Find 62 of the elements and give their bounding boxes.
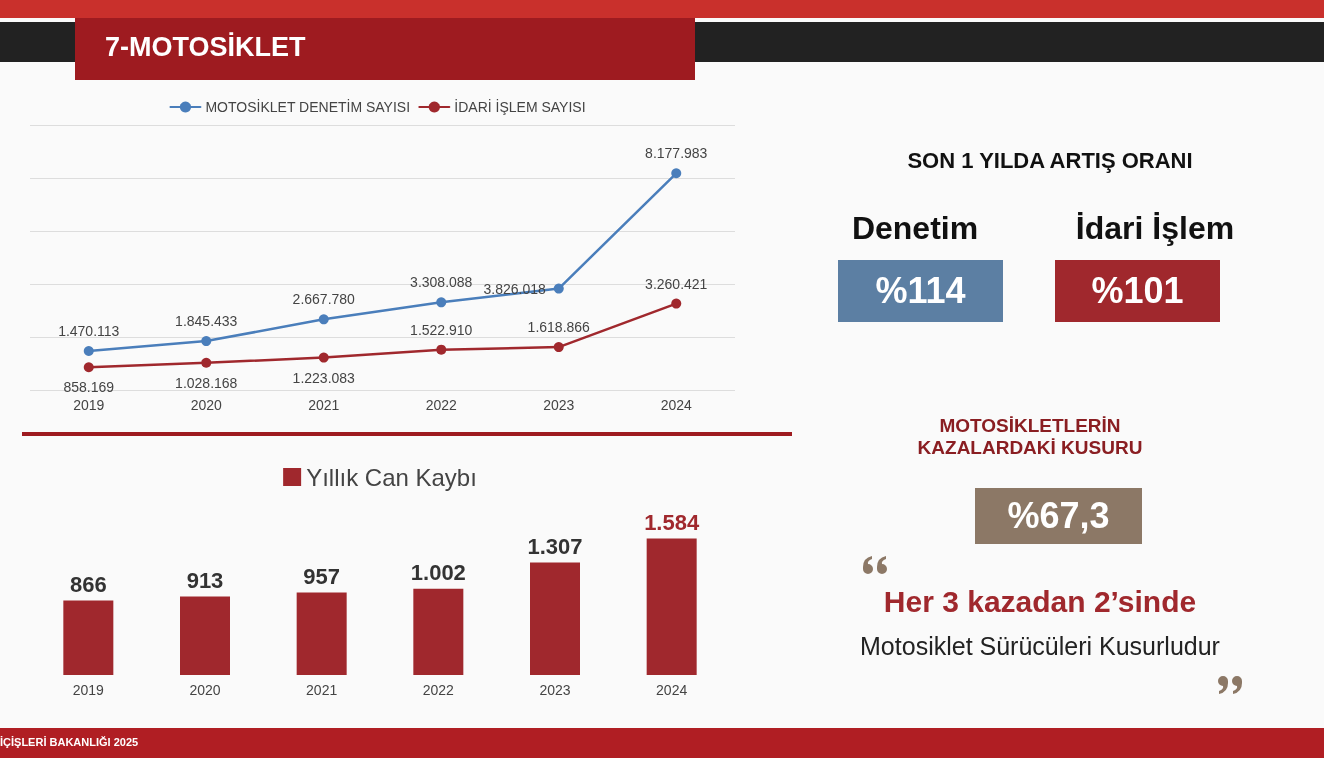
x-tick-label: 2020 bbox=[189, 682, 221, 698]
chart-title: 7-MOTOSİKLET bbox=[75, 18, 695, 80]
point bbox=[671, 168, 682, 179]
x-tick-label: 2024 bbox=[660, 397, 693, 413]
text: %67,3 bbox=[975, 488, 1142, 544]
data-label: 3.308.088 bbox=[410, 274, 473, 291]
data-label: 2.667.780 bbox=[292, 291, 356, 308]
point bbox=[553, 342, 564, 353]
text: SON 1 YILDA ARTIŞ ORANI bbox=[906, 148, 1194, 174]
bar bbox=[180, 596, 230, 675]
point bbox=[436, 297, 447, 308]
x-tick-label: 2023 bbox=[539, 682, 571, 698]
text: Her 3 kazadan 2’sinde bbox=[882, 585, 1198, 619]
data-label: 1.522.910 bbox=[410, 321, 473, 338]
legend-label: İDARİ İŞLEM SAYISI bbox=[454, 98, 586, 115]
data-label: 1.470.113 bbox=[58, 323, 120, 340]
x-tick-label: 2022 bbox=[422, 682, 455, 698]
point bbox=[318, 352, 329, 363]
text: MOTOSİKLETLERİN KAZALARDAKİ KUSURU bbox=[916, 415, 1144, 459]
bar bbox=[413, 588, 464, 675]
point bbox=[83, 362, 94, 373]
x-tick-label: 2020 bbox=[190, 397, 223, 413]
data-label: 1.028.168 bbox=[175, 374, 238, 391]
legend-label: MOTOSİKLET DENETİM SAYISI bbox=[205, 98, 411, 115]
data-label: 858.169 bbox=[63, 379, 115, 396]
data-label: 1.845.433 bbox=[175, 313, 238, 330]
data-label: 1.223.083 bbox=[292, 369, 356, 386]
data-label: 1.307 bbox=[527, 533, 583, 559]
x-tick-label: 2024 bbox=[656, 682, 688, 698]
bar bbox=[63, 600, 114, 675]
legend-label: Yıllık Can Kaybı bbox=[306, 463, 477, 491]
point bbox=[201, 357, 212, 368]
text: İdari İşlem bbox=[1074, 210, 1236, 247]
data-label: 913 bbox=[186, 567, 224, 593]
point bbox=[553, 283, 564, 294]
text: Denetim bbox=[850, 210, 980, 247]
x-tick-label: 2021 bbox=[306, 682, 338, 698]
text: %114 bbox=[838, 260, 1003, 322]
x-tick-label: 2019 bbox=[72, 682, 105, 698]
point bbox=[671, 298, 682, 309]
text: İÇİŞLERİ BAKANLIĞI 2025 bbox=[0, 736, 140, 748]
data-label: 3.826.018 bbox=[483, 280, 546, 297]
point bbox=[436, 344, 447, 355]
bar bbox=[530, 562, 580, 675]
point bbox=[318, 314, 329, 325]
data-label: 1.584 bbox=[644, 510, 700, 536]
bar bbox=[296, 592, 347, 675]
text: Motosiklet Sürücüleri Kusurludur bbox=[859, 632, 1221, 661]
x-tick-label: 2022 bbox=[425, 397, 458, 413]
point bbox=[201, 336, 212, 347]
point bbox=[83, 346, 94, 357]
data-label: 957 bbox=[303, 564, 341, 590]
bar bbox=[646, 538, 697, 675]
data-label: 3.260.421 bbox=[645, 275, 708, 292]
x-tick-label: 2021 bbox=[308, 397, 340, 413]
x-tick-label: 2023 bbox=[543, 397, 575, 413]
data-label: 1.002 bbox=[410, 560, 466, 586]
data-label: 8.177.983 bbox=[645, 145, 708, 162]
x-tick-label: 2019 bbox=[73, 397, 105, 413]
data-label: 866 bbox=[69, 571, 107, 597]
text: %101 bbox=[1055, 260, 1220, 322]
data-label: 1.618.866 bbox=[527, 319, 591, 336]
